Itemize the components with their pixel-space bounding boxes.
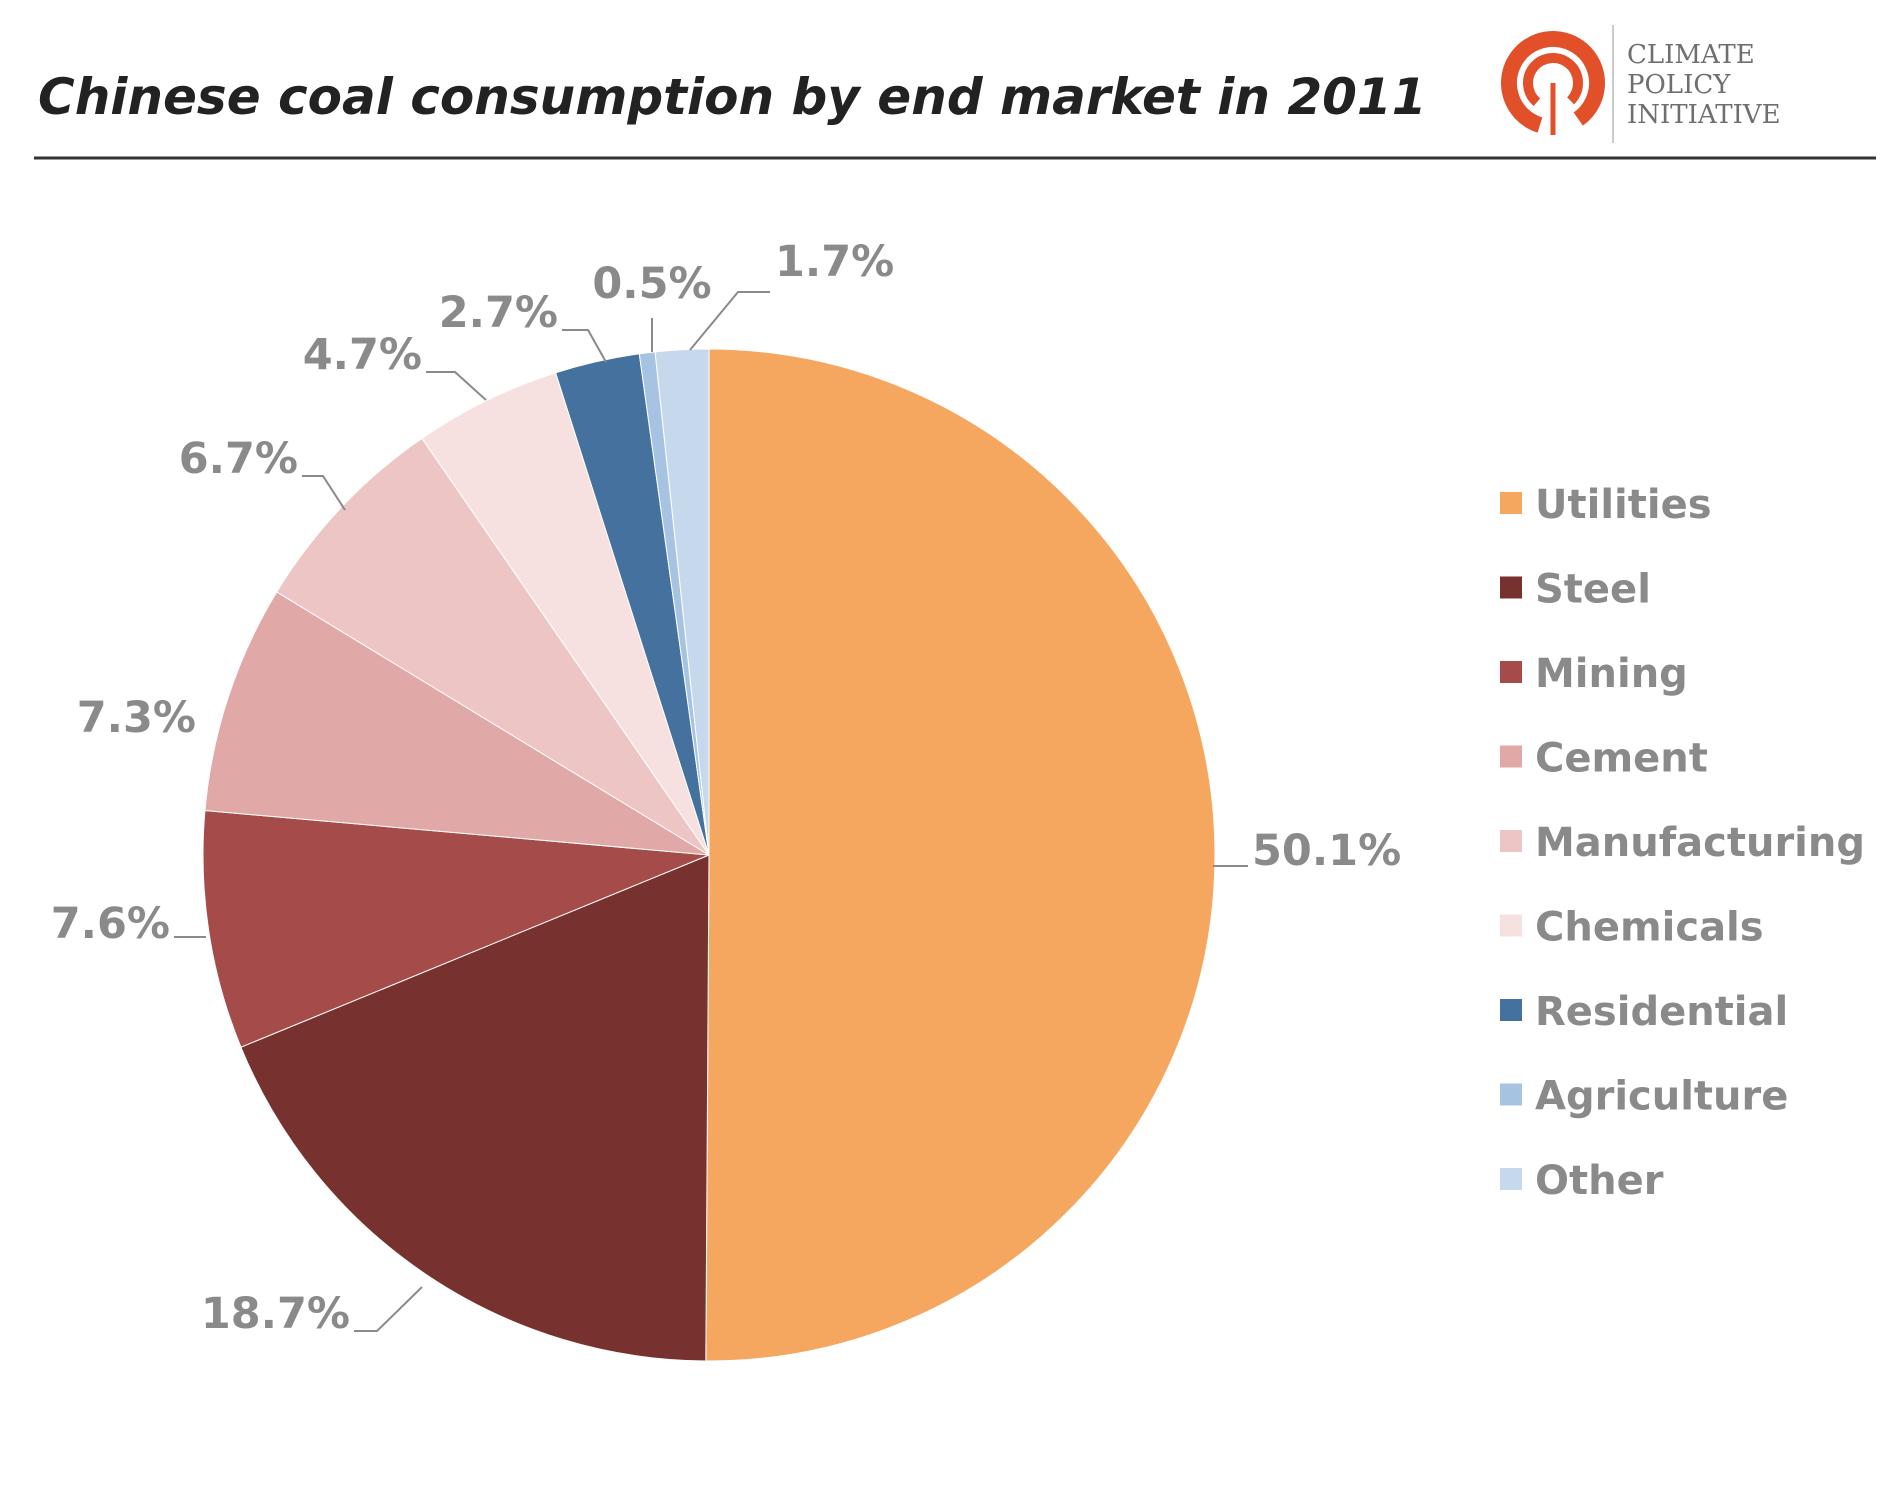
data-label-chemicals: 4.7% xyxy=(303,330,422,380)
legend-label-agriculture: Agriculture xyxy=(1535,1074,1788,1120)
leader-line-residential xyxy=(562,329,607,363)
legend-swatch-other xyxy=(1500,1168,1522,1190)
legend-swatch-manufacturing xyxy=(1500,830,1522,852)
pie-slice-steel xyxy=(240,854,710,1362)
legend-swatch-mining xyxy=(1500,661,1522,683)
legend-label-residential: Residential xyxy=(1535,989,1788,1035)
data-label-steel: 18.7% xyxy=(201,1289,350,1339)
legend-label-manufacturing: Manufacturing xyxy=(1535,820,1865,866)
pie-slices xyxy=(202,348,1216,1362)
logo-line-2: POLICY xyxy=(1627,70,1731,100)
pie-slice-other xyxy=(654,348,710,856)
leader-line-chemicals xyxy=(426,371,487,401)
pie-slice-mining xyxy=(202,810,710,1048)
pie-slice-cement xyxy=(204,591,710,856)
data-label-residential: 2.7% xyxy=(439,288,558,338)
data-label-other: 1.7% xyxy=(775,237,894,287)
pie-data-labels: 50.1% 18.7% 7.6% 7.3% 6.7% 4.7% 2.7% 0.5% 1.7% xyxy=(51,237,1401,1339)
data-label-mining: 7.6% xyxy=(51,899,170,949)
legend-swatch-agriculture xyxy=(1500,1083,1522,1106)
data-label-manufacturing: 6.7% xyxy=(179,434,298,484)
legend-label-mining: Mining xyxy=(1535,651,1688,697)
legend-swatch-residential xyxy=(1500,999,1522,1021)
pie-slice-manufacturing xyxy=(276,437,710,856)
logo-line-1: CLIMATE xyxy=(1627,40,1755,70)
data-label-utilities: 50.1% xyxy=(1252,826,1401,876)
legend-label-utilities: Utilities xyxy=(1535,482,1712,528)
legend-label-other: Other xyxy=(1535,1158,1664,1204)
legend-label-chemicals: Chemicals xyxy=(1535,905,1764,951)
pie-leader-lines xyxy=(174,291,1248,1332)
chart-title: Chinese coal consumption by end market i… xyxy=(38,68,1427,126)
data-label-cement: 7.3% xyxy=(77,693,196,743)
legend-swatch-chemicals xyxy=(1500,914,1522,937)
leader-line-other xyxy=(689,291,770,351)
data-label-agriculture: 0.5% xyxy=(592,259,711,309)
leader-line-manufacturing xyxy=(302,475,346,511)
cpi-ring-logo-icon xyxy=(1501,31,1605,135)
legend-swatch-utilities xyxy=(1500,492,1522,514)
cpi-logo: CLIMATE POLICY INITIATIVE xyxy=(1501,25,1781,143)
legend-swatch-steel xyxy=(1500,576,1522,599)
logo-line-3: INITIATIVE xyxy=(1627,100,1781,130)
legend-label-steel: Steel xyxy=(1535,567,1651,613)
legend-swatch-cement xyxy=(1500,745,1522,768)
legend: Utilities Steel Mining Cement Manufacturing C… xyxy=(1500,482,1865,1204)
leader-line-steel xyxy=(354,1286,423,1332)
pie-slice-utilities xyxy=(705,348,1216,1362)
legend-label-cement: Cement xyxy=(1535,736,1708,782)
